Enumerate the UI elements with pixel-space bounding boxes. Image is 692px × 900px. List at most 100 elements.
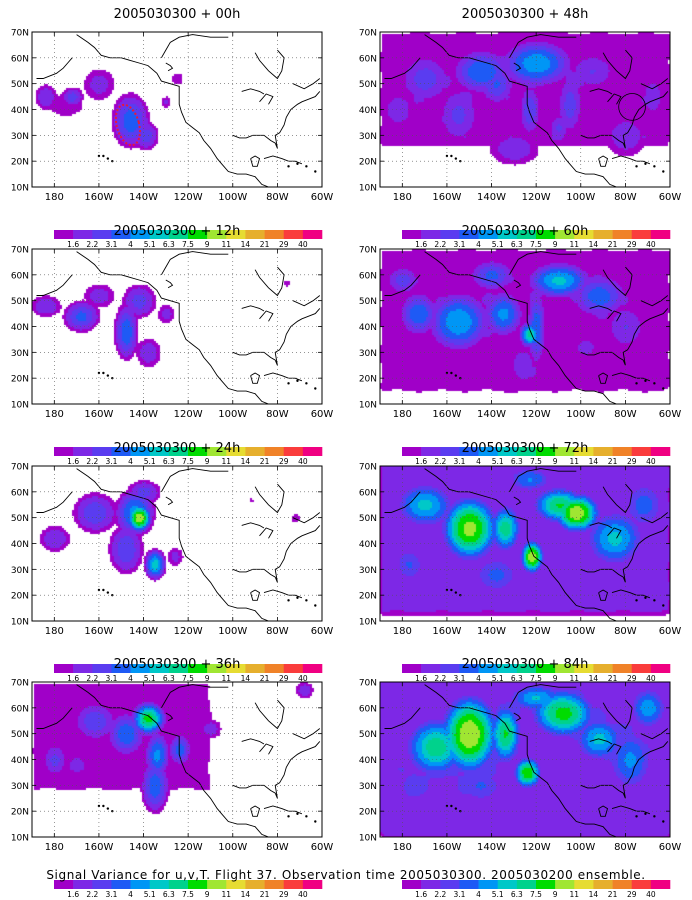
colorbar-cell — [440, 880, 460, 889]
island — [296, 596, 299, 599]
y-tick-label: 10N — [11, 834, 29, 844]
coastline — [161, 34, 229, 59]
x-tick-label: 80W — [266, 842, 289, 853]
colorbar-cell — [226, 230, 246, 239]
x-tick-label: 120W — [174, 409, 203, 420]
coastline — [241, 522, 265, 529]
colorbar-cell — [555, 664, 575, 673]
x-tick-label: 60W — [659, 626, 682, 637]
colorbar-cell — [421, 880, 441, 889]
colorbar-cell — [111, 664, 131, 673]
colorbar-label: 6.3 — [511, 674, 523, 683]
x-tick-label: 140W — [477, 409, 506, 420]
y-tick-label: 20N — [11, 158, 29, 168]
colorbar-cell — [302, 447, 323, 456]
coastline — [263, 372, 303, 382]
coastline — [384, 491, 421, 513]
coastline — [259, 527, 274, 539]
colorbar-cell — [631, 230, 652, 239]
y-tick-label: 10N — [359, 401, 377, 411]
colorbar-label: 14 — [241, 457, 251, 466]
colorbar-label: 1.6 — [67, 674, 79, 683]
island — [644, 812, 647, 815]
coastline — [161, 251, 229, 276]
colorbar-label: 11 — [570, 457, 580, 466]
island — [102, 804, 105, 808]
colorbar-cell — [111, 230, 131, 239]
colorbar-cell — [149, 447, 170, 456]
coastline — [513, 496, 522, 506]
colorbar-cell — [574, 447, 594, 456]
y-tick-label: 40N — [359, 540, 377, 550]
colorbar-label: 14 — [589, 240, 599, 249]
colorbar-label: 29 — [279, 457, 289, 466]
colorbar-cell — [612, 664, 633, 673]
colorbar-cell — [612, 447, 633, 456]
colorbar-cell — [478, 447, 499, 456]
colorbar-label: 6.3 — [511, 890, 523, 899]
y-tick-label: 10N — [11, 401, 29, 411]
colorbar-label: 14 — [589, 674, 599, 683]
colorbar-cell — [421, 230, 441, 239]
island — [644, 162, 647, 165]
coastline — [589, 88, 613, 95]
colorbar-label: 5.1 — [144, 240, 156, 249]
coastline — [607, 743, 622, 755]
colorbar-cell — [421, 447, 441, 456]
y-tick-label: 40N — [11, 540, 29, 550]
x-tick-label: 140W — [477, 626, 506, 637]
plot-panel: 2005030300 + 72h 10N 20N 30N 40N 50N 60N 70N 180… — [359, 441, 682, 683]
y-tick-label: 70N — [359, 29, 377, 39]
colorbar-cell — [245, 880, 265, 889]
colorbar-label: 2.2 — [86, 674, 98, 683]
colorbar-label: 2.2 — [434, 240, 446, 249]
colorbar-label: 9 — [553, 457, 558, 466]
coastline — [263, 589, 303, 599]
island — [314, 170, 317, 173]
y-tick-label: 40N — [11, 323, 29, 333]
y-tick-label: 30N — [11, 132, 29, 142]
colorbar-label: 9 — [553, 240, 558, 249]
coastline — [598, 589, 609, 601]
colorbar-cell — [650, 447, 671, 456]
colorbar-label: 9 — [553, 674, 558, 683]
colorbar-cell — [54, 664, 74, 673]
coastline — [611, 589, 651, 599]
colorbar-label: 21 — [608, 890, 618, 899]
colorbar-cell — [207, 664, 227, 673]
island — [305, 815, 308, 818]
x-tick-label: 100W — [566, 842, 595, 853]
colorbar-cell — [92, 664, 112, 673]
x-tick-label: 160W — [84, 626, 113, 637]
colorbar-label: 14 — [589, 890, 599, 899]
island — [287, 165, 290, 168]
island — [305, 165, 308, 168]
colorbar-cell — [402, 664, 422, 673]
coastline — [263, 805, 303, 815]
island — [106, 374, 110, 377]
colorbar-label: 9 — [205, 240, 210, 249]
y-tick-label: 60N — [359, 488, 377, 498]
y-tick-label: 60N — [11, 271, 29, 281]
colorbar-cell — [92, 880, 112, 889]
colorbar-cell — [516, 664, 537, 673]
y-tick-label: 40N — [359, 106, 377, 116]
colorbar-label: 3.1 — [453, 890, 465, 899]
coastline — [611, 372, 651, 382]
colorbar-label: 21 — [260, 457, 270, 466]
colorbar-cell — [440, 447, 460, 456]
coastline — [292, 78, 321, 90]
x-tick-label: 160W — [432, 842, 461, 853]
x-tick-label: 80W — [614, 409, 637, 420]
colorbar-label: 3.1 — [105, 674, 117, 683]
colorbar-label: 4 — [128, 457, 133, 466]
coastline — [250, 589, 261, 601]
x-tick-label: 60W — [659, 409, 682, 420]
colorbar-cell — [402, 230, 422, 239]
colorbar-label: 1.6 — [415, 457, 427, 466]
colorbar-cell — [130, 880, 151, 889]
colorbar-label: 3.1 — [453, 674, 465, 683]
colorbar-label: 9 — [205, 674, 210, 683]
colorbar-label: 4 — [128, 674, 133, 683]
colorbar-cell — [459, 880, 479, 889]
